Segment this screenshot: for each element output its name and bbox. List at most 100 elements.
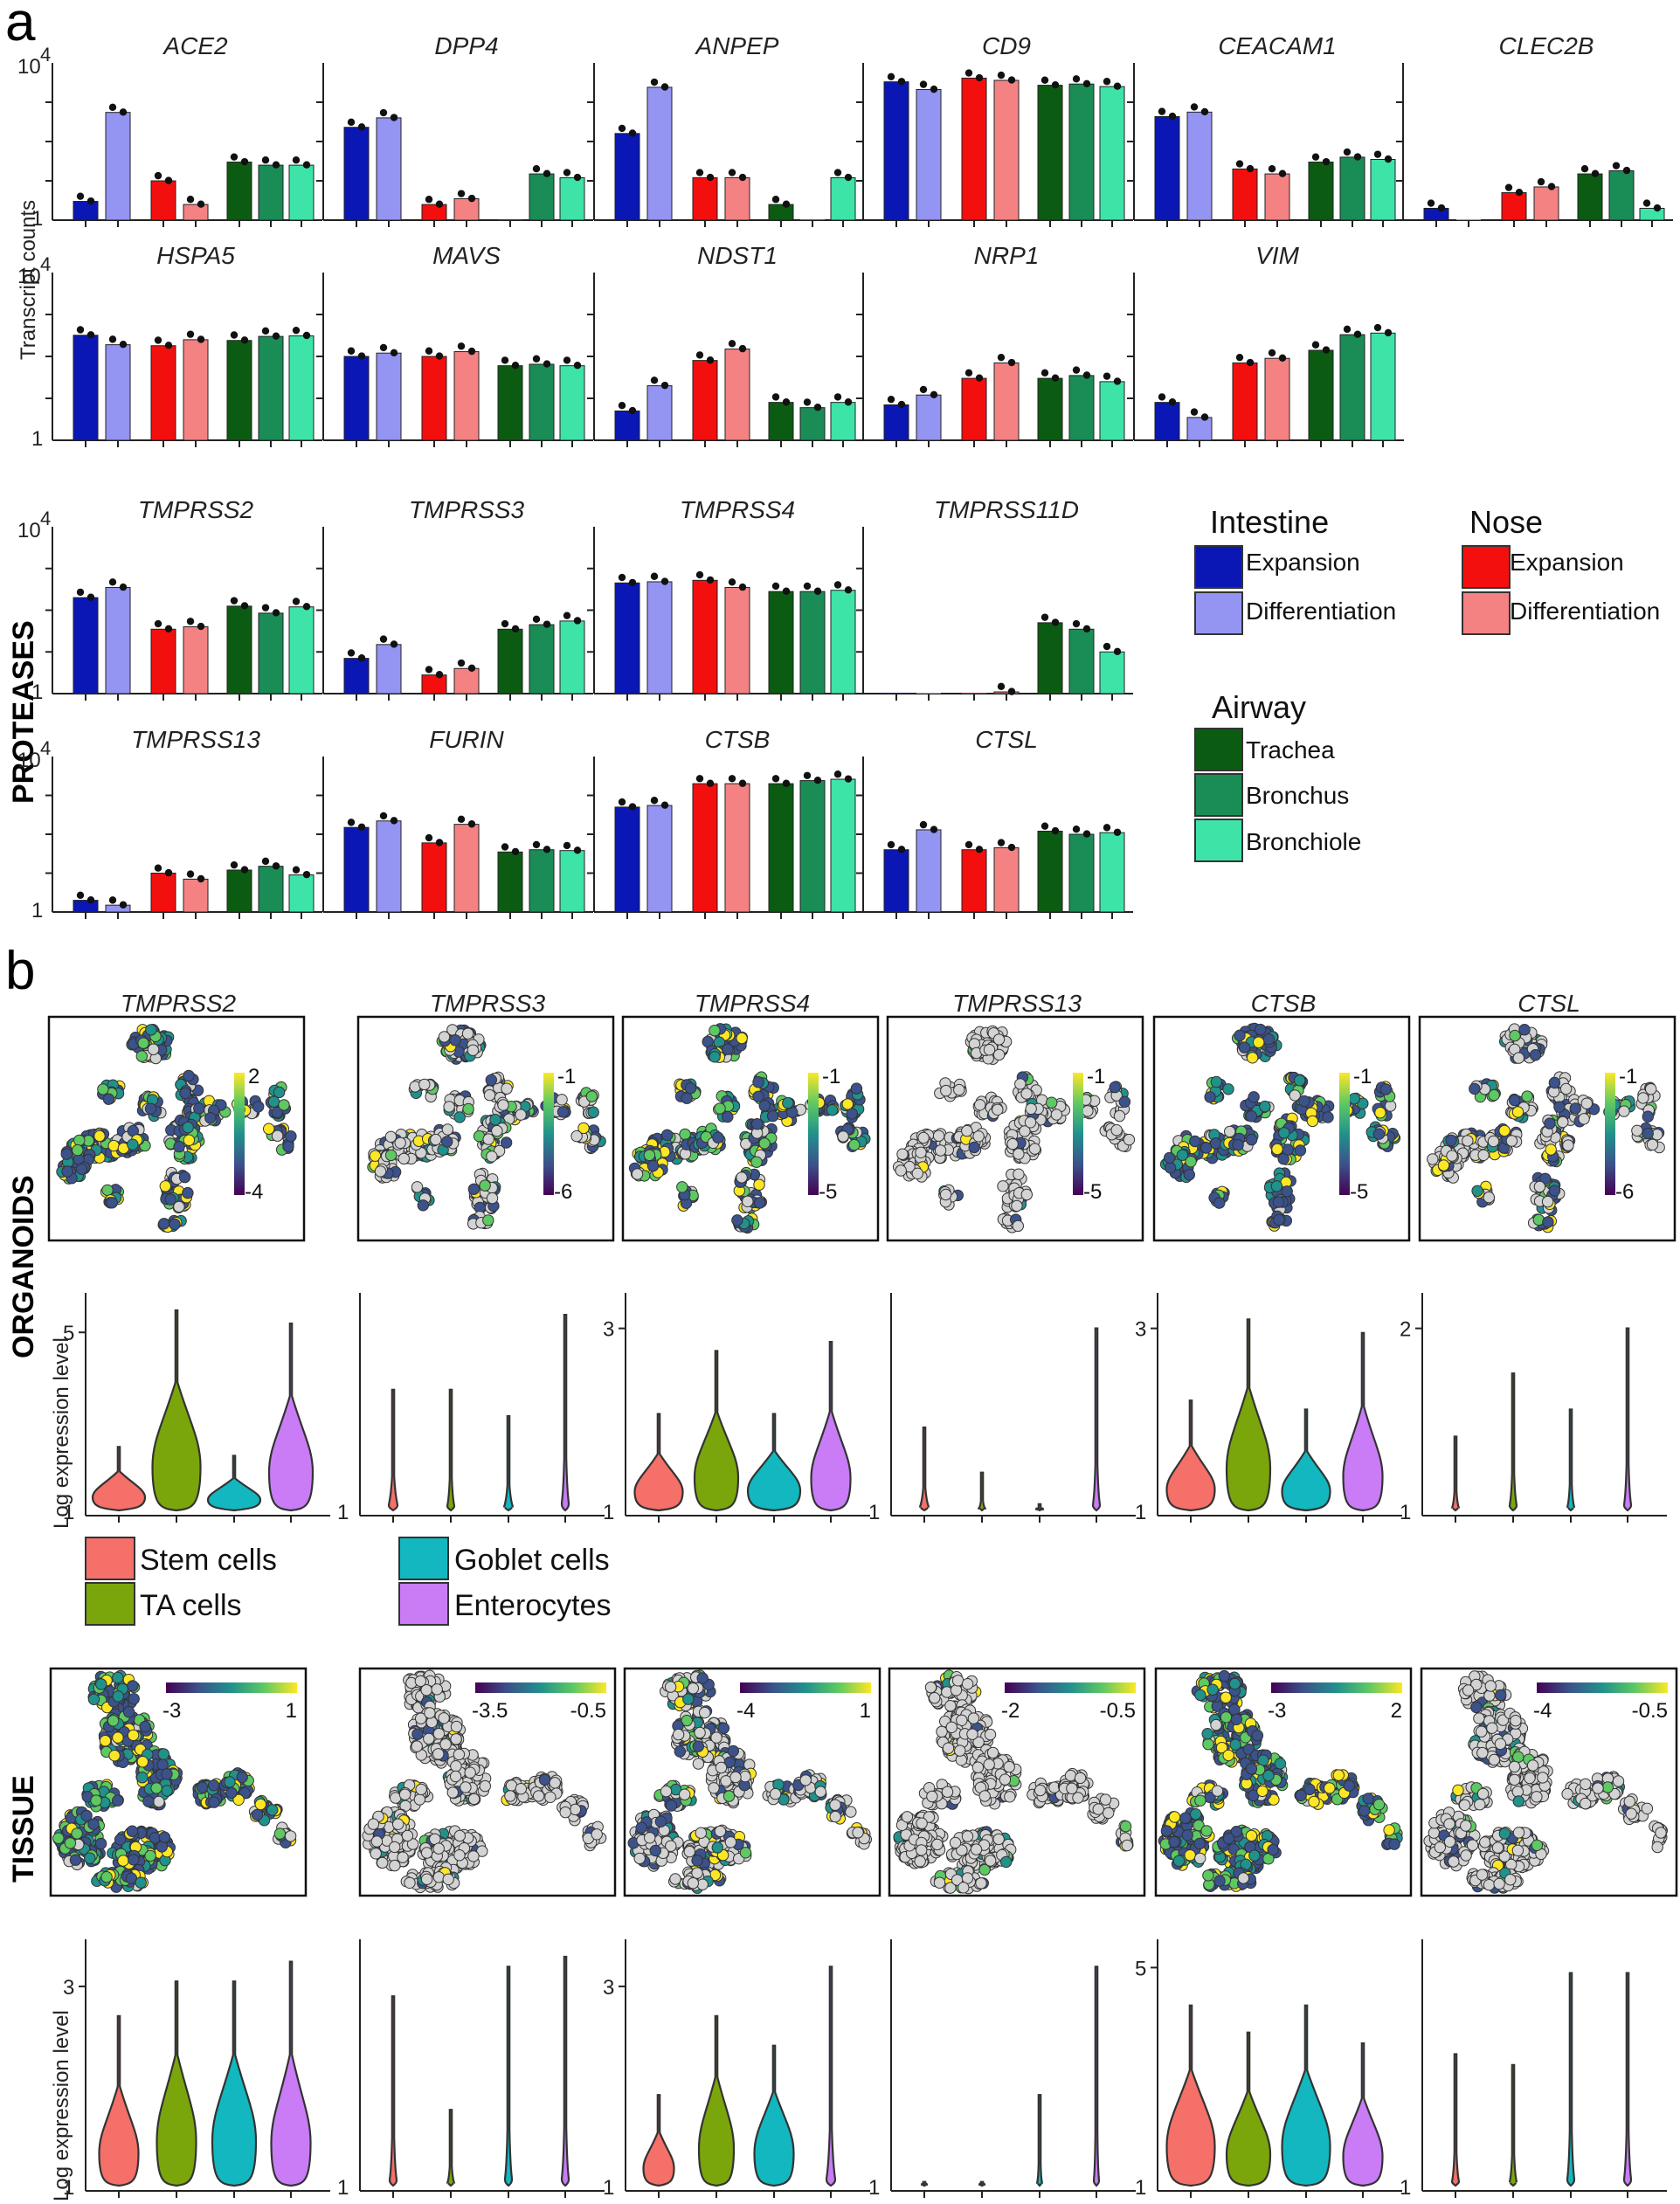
bar-ace2-trachea-dot-1 [240,157,249,166]
bar-dpp4-trachea [498,219,522,220]
tsne-cell-tissue-tmprss3 [397,1851,409,1863]
bar-ytick-bottom-ace2: 1 [31,207,43,231]
bar-hspa5-trachea [226,340,252,441]
bar-mavs-nose-expansion-dot-0 [425,347,433,355]
tsne-cell-organoids-tmprss2 [164,1193,177,1206]
tsne-cell-organoids-tmprss3 [482,1133,494,1145]
section-label-organoids: ORGANOIDS [7,1175,40,1358]
tsne-cell-tissue-tmprss3 [442,1873,454,1886]
bar-panel-ctsl: CTSL [856,726,1133,919]
bar-ndst1-intestine-expansion [614,410,640,441]
y-axis-label-log-expression-organoids: Log expression level [50,1337,73,1529]
bar-ceacam1-bronchus-dot-1 [1353,153,1362,161]
bar-nrp1-intestine-expansion-dot-0 [887,395,895,404]
tsne-cell-organoids-ctsb [1245,1133,1258,1146]
tsne-cell-organoids-tmprss13 [932,1130,945,1142]
tsne-cell-organoids-tmprss2 [271,1106,283,1119]
bar-tmprss13-intestine-differentiation-dot-1 [119,901,128,909]
bar-tmprss11d-trachea-dot-1 [1051,618,1060,626]
bar-ace2-bronchiole [288,164,315,221]
bar-tmprss4-nose-differentiation-dot-0 [728,578,736,586]
tsne-cell-tissue-tmprss2 [161,1768,173,1780]
bar-tmprss4-nose-expansion-dot-1 [706,576,715,584]
bar-clec2b-intestine-expansion-dot-0 [1427,199,1435,207]
section-label-tissue: TISSUE [7,1775,40,1883]
bar-dpp4-nose-differentiation-dot-0 [457,190,466,197]
bar-nrp1-bronchiole [1099,381,1125,441]
tsne-cell-organoids-tmprss2 [278,1099,290,1111]
tsne-cell-organoids-ctsl [1488,1088,1500,1102]
tsne-cell-tissue-tmprss2 [112,1731,124,1744]
bar-ctsb-trachea-dot-0 [771,775,780,783]
tsne-cell-tissue-tmprss3 [453,1829,466,1842]
tsne-cell-tissue-tmprss3 [446,1786,459,1799]
tsne-cell-organoids-tmprss3 [489,1114,501,1126]
tsne-cell-organoids-tmprss2 [73,1134,86,1147]
bar-clec2b-bronchiole-dot-0 [1642,199,1651,207]
bar-hspa5-intestine-differentiation-dot-0 [108,335,117,343]
tsne-cell-organoids-tmprss13 [1109,1081,1121,1094]
bar-furin-nose-differentiation-dot-0 [457,815,466,824]
bar-anpep-bronchiole [830,176,856,221]
bar-ctsb-intestine-expansion-dot-1 [628,803,637,811]
colorbar-organoids-tmprss4 [808,1073,819,1195]
tsne-cell-organoids-tmprss3 [411,1181,424,1193]
tsne-cell-organoids-ctsl [1529,1049,1542,1061]
bar-mavs-nose-differentiation [453,351,480,441]
tsne-organoids-tmprss13: -1-5 [886,1015,1144,1242]
y-axis-label-transcript-counts: Transcript counts [17,200,40,360]
bar-dpp4-intestine-differentiation [376,117,402,221]
bar-tmprss2-trachea-dot-1 [240,602,249,610]
bar-ace2-intestine-differentiation-dot-0 [108,103,117,112]
tsne-cell-organoids-ctsb [1164,1162,1177,1174]
tsne-cell-organoids-tmprss2 [173,1140,185,1153]
bar-tmprss4-intestine-differentiation-dot-0 [650,572,659,580]
bar-nrp1-nose-expansion-dot-0 [964,369,973,377]
colorbar-min-organoids-ctsl: -6 [1615,1180,1634,1204]
bar-vim-bronchiole-dot-1 [1384,328,1393,337]
tsne-cell-organoids-tmprss2 [72,1143,84,1157]
bar-ndst1-intestine-differentiation [646,385,673,441]
colorbar-max-organoids-tmprss13: -1 [1087,1065,1105,1088]
tsne-cell-organoids-tmprss13 [972,1130,985,1143]
tsne-cell-organoids-tmprss3 [417,1199,429,1212]
bar-ace2-nose-differentiation-dot-0 [186,196,195,204]
tsne-cell-organoids-ctsl [1642,1110,1655,1123]
bar-ndst1-intestine-expansion-dot-0 [618,401,626,410]
tsne-cell-organoids-ctsl [1631,1124,1643,1137]
tsne-cell-tissue-tmprss3 [432,1748,445,1760]
bar-ytick-top-exp-hspa5: 4 [40,253,51,275]
tsne-cell-organoids-tmprss2 [271,1130,284,1142]
bar-tmprss2-bronchus-dot-1 [272,609,280,617]
bar-clec2b-nose-differentiation-dot-1 [1547,183,1556,190]
bar-title-hspa5: HSPA5 [156,242,235,269]
tsne-cell-tissue-tmprss3 [532,1790,545,1802]
tsne-cell-organoids-tmprss13 [1011,1199,1023,1213]
tsne-cell-organoids-tmprss2 [193,1102,205,1115]
tsne-cell-organoids-tmprss13 [1046,1096,1058,1109]
bar-title-ndst1: NDST1 [697,242,778,269]
legend-label-stem: Stem cells [140,1544,277,1577]
bar-ndst1-intestine-expansion-dot-1 [628,406,637,415]
bar-ceacam1-nose-expansion [1232,168,1258,221]
bar-title-dpp4: DPP4 [434,32,498,59]
tsne-cell-organoids-ctsl [1545,1143,1557,1156]
tsne-cell-organoids-ctsl [1483,1191,1496,1204]
bar-nrp1-trachea-dot-1 [1051,374,1060,382]
tsne-cell-tissue-tmprss2 [87,1693,100,1706]
tsne-cell-tissue-tmprss2 [153,1795,165,1808]
bar-tmprss4-intestine-expansion-dot-1 [628,578,637,587]
bar-furin-nose-expansion-dot-0 [425,833,433,842]
bar-tmprss4-bronchus [799,591,826,694]
colorbar-min-organoids-tmprss4: -5 [819,1180,837,1204]
legend-swatch-trachea [1194,728,1243,771]
bar-ceacam1-bronchiole [1370,159,1396,221]
tsne-cell-organoids-tmprss13 [934,1144,947,1157]
tsne-cell-organoids-tmprss3 [483,1088,496,1102]
bar-tmprss11d-trachea [1037,622,1063,694]
bar-tmprss13-trachea [226,869,252,913]
tsne-cell-organoids-tmprss4 [709,1051,721,1063]
tsne-cell-organoids-tmprss4 [850,1082,863,1095]
tsne-cell-tissue-tmprss2 [207,1779,220,1792]
tsne-cell-organoids-ctsl [1511,1106,1524,1118]
